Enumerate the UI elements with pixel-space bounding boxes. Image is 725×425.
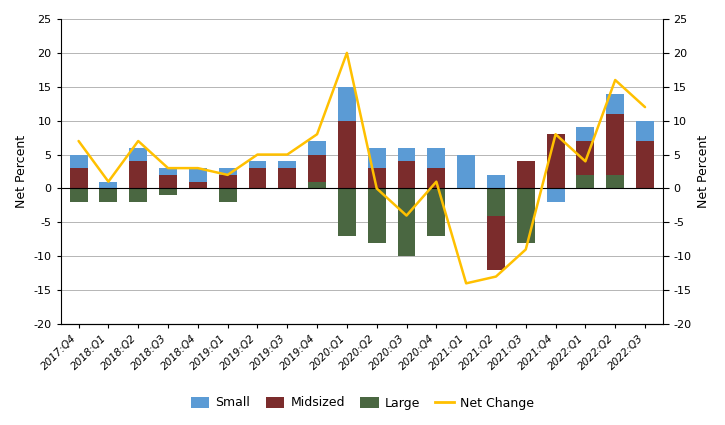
Bar bbox=[278, 162, 297, 168]
Bar bbox=[576, 128, 594, 141]
Bar bbox=[249, 162, 266, 168]
Bar bbox=[338, 87, 356, 121]
Bar bbox=[308, 155, 326, 181]
Bar bbox=[70, 188, 88, 202]
Y-axis label: Net Percent: Net Percent bbox=[697, 135, 710, 208]
Bar bbox=[159, 175, 177, 188]
Bar bbox=[547, 134, 565, 188]
Bar bbox=[219, 175, 236, 188]
Bar bbox=[129, 162, 147, 188]
Bar bbox=[159, 168, 177, 175]
Bar bbox=[576, 175, 594, 188]
Bar bbox=[428, 168, 445, 188]
Bar bbox=[487, 175, 505, 188]
Bar bbox=[397, 148, 415, 162]
Bar bbox=[70, 155, 88, 168]
Bar bbox=[338, 188, 356, 236]
Bar bbox=[159, 188, 177, 195]
Bar bbox=[99, 188, 117, 202]
Bar bbox=[189, 168, 207, 181]
Bar bbox=[338, 121, 356, 188]
Bar bbox=[517, 162, 535, 188]
Bar bbox=[249, 168, 266, 188]
Bar bbox=[308, 141, 326, 155]
Bar bbox=[219, 188, 236, 202]
Bar bbox=[487, 188, 505, 215]
Bar bbox=[457, 155, 475, 188]
Bar bbox=[70, 168, 88, 188]
Legend: Small, Midsized, Large, Net Change: Small, Midsized, Large, Net Change bbox=[186, 391, 539, 414]
Bar bbox=[428, 188, 445, 236]
Bar bbox=[606, 175, 624, 188]
Bar bbox=[278, 168, 297, 188]
Bar bbox=[129, 148, 147, 162]
Bar bbox=[368, 168, 386, 188]
Bar bbox=[189, 181, 207, 188]
Bar bbox=[517, 188, 535, 243]
Bar bbox=[368, 188, 386, 243]
Bar bbox=[397, 162, 415, 188]
Bar bbox=[99, 181, 117, 188]
Bar bbox=[636, 121, 654, 141]
Bar bbox=[487, 215, 505, 270]
Bar bbox=[129, 188, 147, 202]
Bar bbox=[606, 94, 624, 114]
Bar bbox=[397, 188, 415, 256]
Bar bbox=[219, 168, 236, 175]
Bar bbox=[606, 114, 624, 175]
Bar bbox=[428, 148, 445, 168]
Bar bbox=[368, 148, 386, 168]
Bar bbox=[636, 141, 654, 188]
Y-axis label: Net Percent: Net Percent bbox=[15, 135, 28, 208]
Bar bbox=[308, 181, 326, 188]
Bar bbox=[576, 141, 594, 175]
Bar bbox=[547, 188, 565, 202]
